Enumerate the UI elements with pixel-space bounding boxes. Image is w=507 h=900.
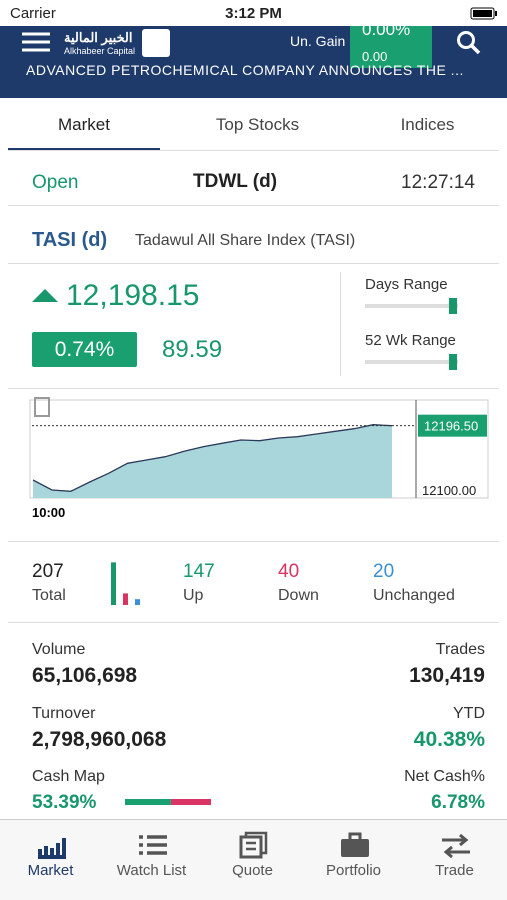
tab[interactable]: Top Stocks <box>215 115 300 134</box>
exchange: TDWL (d) <box>193 171 278 192</box>
days-range-label: Days Range <box>365 276 448 293</box>
gain-percent: 0.00% <box>362 20 411 39</box>
area <box>33 424 392 498</box>
turnover-label: Turnover <box>32 705 96 722</box>
breadth-bars <box>111 562 140 605</box>
brand-english: Alkhabeer Capital <box>64 46 136 56</box>
change-percent: 0.74% <box>54 338 115 361</box>
rotate-icon[interactable] <box>34 397 50 417</box>
last-price-box <box>418 414 487 437</box>
net-cash-label: Net Cash% <box>404 768 485 785</box>
search-button[interactable] <box>456 30 482 56</box>
unchanged-label: Unchanged <box>373 587 455 604</box>
divider <box>340 272 341 376</box>
cash-map: 53.39% <box>32 792 97 813</box>
index-name: Tadawul All Share Index (TASI) <box>135 232 356 249</box>
start-time: 10:00 <box>32 505 65 520</box>
carrier: Carrier <box>10 5 56 22</box>
nav-label[interactable]: Trade <box>435 862 474 879</box>
logo <box>142 29 170 57</box>
ytd-label: YTD <box>453 705 485 722</box>
wk-range-thumb <box>449 354 457 370</box>
trade-icon[interactable] <box>440 833 472 859</box>
nav-label[interactable]: Portfolio <box>325 862 382 879</box>
turnover: 2,798,960,068 <box>32 728 167 751</box>
unchanged-count: 20 <box>373 561 395 582</box>
nav-label[interactable]: Market <box>27 862 74 879</box>
divider <box>8 150 499 151</box>
nav-label[interactable]: Quote <box>232 862 273 879</box>
divider <box>8 388 499 389</box>
market-time: 12:27:14 <box>401 172 475 193</box>
divider <box>8 622 499 623</box>
cash-out <box>170 799 211 805</box>
market-icon[interactable] <box>36 833 68 859</box>
ytd: 40.38% <box>413 728 485 751</box>
days-range-thumb <box>449 298 457 314</box>
cash-map-bar <box>125 799 211 805</box>
wk-range-slider <box>365 360 458 364</box>
divider <box>8 205 499 206</box>
price-line <box>32 424 393 492</box>
change-value: 89.59 <box>162 336 223 363</box>
market-status: Open <box>32 172 79 193</box>
breadth-bar <box>123 593 128 605</box>
cash-map-label: Cash Map <box>32 768 105 785</box>
quote-icon[interactable] <box>238 831 270 859</box>
down-count: 40 <box>278 561 300 582</box>
trades: 130,419 <box>409 664 485 687</box>
change-box <box>32 332 137 367</box>
tab[interactable]: Indices <box>400 115 455 134</box>
up-arrow <box>32 289 58 302</box>
battery <box>470 7 497 20</box>
base-price-label: 12100.00 <box>422 483 476 498</box>
news-ticker[interactable]: ADVANCED PETROCHEMICAL COMPANY ANNOUNCES… <box>26 62 464 78</box>
index-value: 12,198.15 <box>66 279 200 312</box>
wk-range-label: 52 Wk Range <box>365 332 456 349</box>
nav-label[interactable]: Watch List <box>116 862 187 879</box>
cash-in <box>125 799 171 805</box>
total-label: Total <box>32 587 66 604</box>
tab[interactable]: Market <box>58 115 110 134</box>
index-code: TASI (d) <box>32 229 108 251</box>
days-range-slider <box>365 304 458 308</box>
portfolio-icon[interactable] <box>339 831 371 859</box>
gain-box <box>350 26 432 68</box>
trades-label: Trades <box>435 641 485 658</box>
divider <box>8 263 499 264</box>
intraday-chart: 10:00 12196.50 12100.00 <box>29 397 489 520</box>
gain-value: 0.00 <box>362 49 388 64</box>
menu-button[interactable] <box>22 32 52 52</box>
down-label: Down <box>278 587 319 604</box>
total-count: 207 <box>32 561 64 582</box>
brand-arabic: الخبير المالية <box>64 30 133 45</box>
net-cash: 6.78% <box>431 792 485 813</box>
volume: 65,106,698 <box>32 664 138 687</box>
last-price-label: 12196.50 <box>424 419 478 434</box>
gain-label: Un. Gain <box>290 33 346 49</box>
volume-label: Volume <box>32 641 86 658</box>
watchlist-icon[interactable] <box>137 833 169 859</box>
clock: 3:12 PM <box>225 5 282 22</box>
breadth-bar <box>135 599 140 605</box>
divider <box>8 541 499 542</box>
up-count: 147 <box>183 561 215 582</box>
up-label: Up <box>183 587 204 604</box>
tab-indicator <box>8 148 160 150</box>
breadth-bar <box>111 562 116 605</box>
